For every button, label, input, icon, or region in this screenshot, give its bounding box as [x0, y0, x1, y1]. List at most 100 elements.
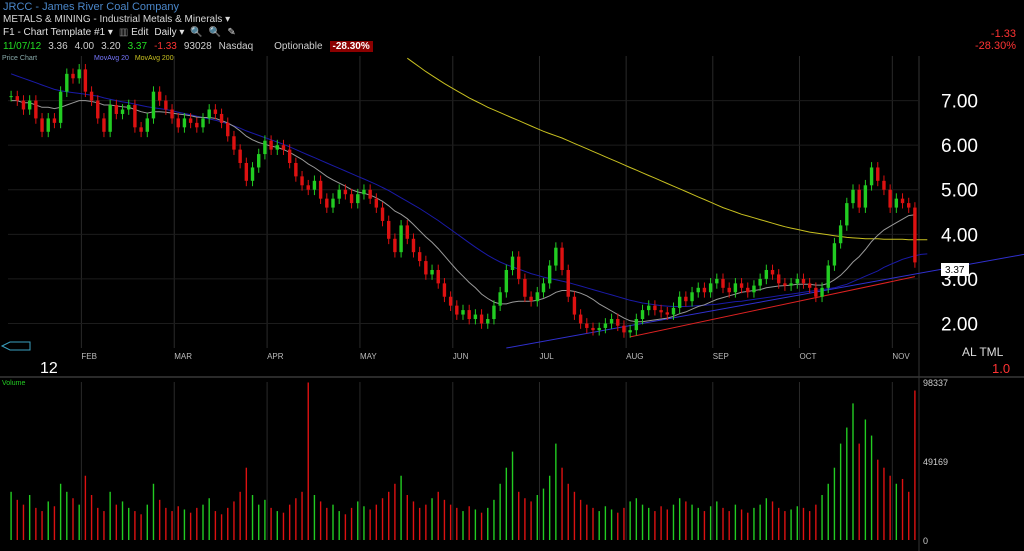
month-tick-label: NOV	[892, 352, 910, 361]
candle-body	[913, 207, 917, 263]
candle-body	[702, 287, 707, 293]
candle-body	[479, 314, 484, 324]
candle-body	[96, 100, 100, 119]
month-tick-label: OCT	[799, 352, 816, 361]
candle-body	[876, 167, 880, 181]
zoom-in-icon[interactable]: 🔍	[190, 27, 203, 38]
candle-body	[591, 327, 595, 331]
candle-body	[207, 109, 211, 119]
candle-body	[306, 185, 310, 190]
quote-date: 11/07/12	[3, 41, 42, 52]
toolbar: F1 - Chart Template #1 ▾ ▥ Edit Daily ▾ …	[3, 27, 236, 38]
candle-body	[486, 319, 490, 324]
candle-body	[176, 118, 180, 128]
edit-label: Edit	[131, 27, 149, 38]
candle-body	[609, 319, 614, 324]
interval-label: Daily	[154, 27, 177, 38]
candle-body	[58, 91, 63, 123]
candle-body	[300, 176, 304, 186]
quote-low: 3.20	[101, 41, 121, 52]
candle-body	[752, 285, 756, 293]
candle-body	[826, 265, 830, 288]
volume-tick-label: 98337	[923, 378, 948, 388]
candle-body	[9, 96, 13, 98]
scale-buttons[interactable]: AL TML	[962, 345, 1004, 359]
candle-body	[244, 162, 249, 181]
candle-body	[671, 307, 676, 315]
candle-body	[380, 207, 385, 221]
volume-tick-label: 0	[923, 536, 928, 546]
price-tick-label: 7.00	[941, 92, 978, 113]
candle-body	[65, 73, 69, 92]
candle-body	[182, 118, 187, 128]
candle-body	[845, 203, 849, 226]
candle-body	[374, 198, 379, 208]
candle-body	[498, 292, 502, 306]
candle-body	[907, 203, 911, 208]
svg-text:Price Chart MovAvg 20: Price Chart MovAvg 20 MovAvg 200	[2, 55, 174, 62]
candle-body	[213, 109, 218, 114]
candle-body	[603, 323, 608, 328]
candle-body	[851, 189, 855, 204]
candle-body	[535, 292, 539, 302]
candle-body	[151, 91, 156, 119]
draw-tool-icon[interactable]: ✎	[227, 27, 236, 38]
candle-body	[294, 162, 298, 177]
candle-body	[504, 269, 509, 293]
candle-body	[467, 310, 471, 320]
candle-body	[356, 194, 360, 204]
candle-body	[52, 118, 57, 123]
candle-body	[510, 256, 515, 270]
candle-body	[257, 154, 261, 168]
candle-body	[368, 189, 372, 199]
candle-body	[857, 189, 861, 208]
price-tick-label: 6.00	[941, 136, 978, 157]
candle-body	[523, 278, 527, 297]
candle-body	[566, 269, 570, 297]
candle-body	[219, 113, 224, 123]
candle-body	[554, 247, 558, 266]
ticker-title[interactable]: JRCC - James River Coal Company	[3, 1, 180, 13]
candle-body	[777, 274, 781, 284]
quote-exchange: Nasdaq	[218, 41, 254, 52]
chevron-down-icon[interactable]: ▾	[225, 14, 231, 25]
candle-body	[628, 330, 632, 333]
candle-body	[77, 69, 81, 79]
quote-close: 3.37	[127, 41, 148, 52]
quote-change: -1.33	[154, 41, 177, 52]
month-tick-label: JUN	[453, 352, 469, 361]
candle-body	[820, 287, 824, 297]
candle-body	[287, 149, 292, 163]
candle-body	[139, 127, 143, 132]
candle-body	[640, 310, 645, 320]
template-select[interactable]: F1 - Chart Template #1 ▾	[3, 27, 113, 38]
candle-body	[27, 100, 32, 110]
candle-body	[814, 287, 818, 297]
sector-label[interactable]: METALS & MINING - Industrial Metals & Mi…	[3, 14, 230, 25]
candle-body	[331, 198, 335, 208]
candle-body	[665, 312, 669, 315]
candle-body	[188, 118, 193, 123]
candle-body	[108, 105, 112, 132]
candle-body	[801, 278, 806, 284]
interval-select[interactable]: Daily ▾	[154, 27, 185, 38]
candle-body	[715, 278, 719, 284]
edit-button[interactable]: ▥ Edit	[119, 27, 148, 38]
candle-body	[15, 96, 19, 101]
candle-body	[343, 189, 348, 195]
candle-body	[647, 305, 651, 311]
candle-body	[275, 145, 279, 150]
candle-body	[807, 283, 812, 288]
candle-body	[733, 283, 738, 293]
zoom-out-icon[interactable]: 🔍	[208, 27, 222, 38]
candle-body	[430, 269, 434, 275]
candle-body	[900, 198, 905, 204]
collapse-arrow-icon[interactable]	[0, 341, 31, 351]
candle-body	[442, 283, 447, 297]
candle-body	[226, 122, 230, 137]
candle-body	[560, 247, 564, 270]
candle-body	[690, 292, 694, 302]
current-price-tag: 3.37	[941, 263, 969, 276]
candle-body	[318, 180, 323, 199]
